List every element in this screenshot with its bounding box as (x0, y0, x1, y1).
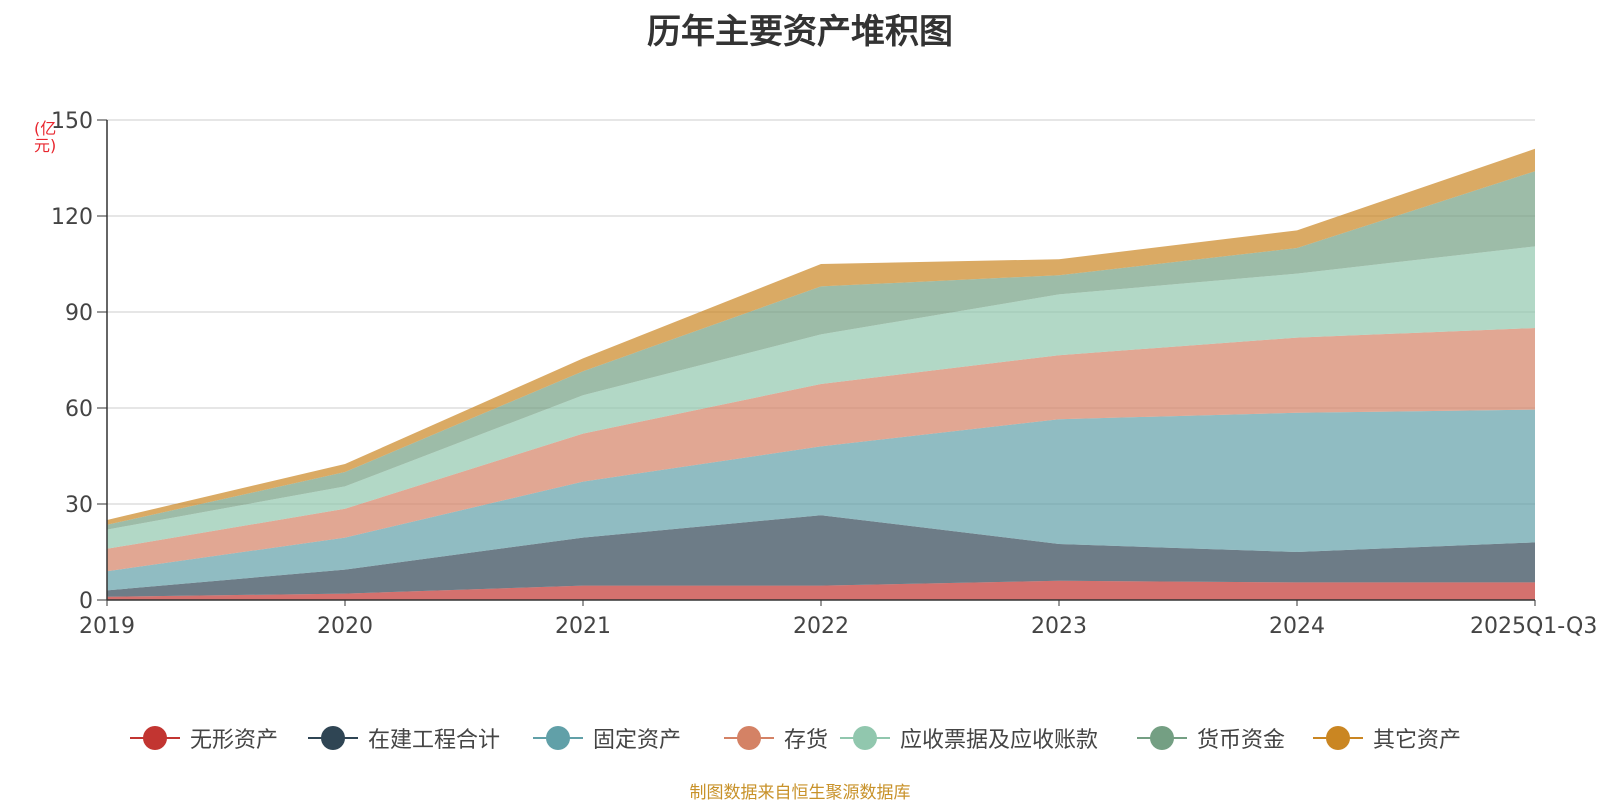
legend-item[interactable]: 在建工程合计 (308, 720, 500, 756)
legend-swatch-icon (533, 726, 583, 750)
legend-label: 无形资产 (190, 728, 279, 753)
legend-swatch-icon (1137, 726, 1187, 750)
y-tick-label: 120 (51, 205, 93, 230)
legend-label: 应收票据及应收账款 (900, 728, 1099, 753)
area-series-6 (107, 148, 1535, 525)
x-tick-label: 2025Q1-Q3 (1470, 614, 1597, 639)
y-tick-label: 0 (79, 589, 93, 614)
stacked-area-chart: 0 30 60 90 120 150 2019 2020 2021 2022 2023 2024 202… (51, 109, 1597, 639)
x-tick-label: 2024 (1269, 614, 1325, 639)
x-tick-label: 2019 (79, 614, 135, 639)
legend-swatch-icon (308, 726, 358, 750)
legend-item[interactable]: 固定资产 (533, 720, 681, 756)
y-tick-label: 90 (65, 301, 93, 326)
legend-label: 其它资产 (1373, 728, 1462, 753)
area-series-3 (107, 328, 1535, 572)
area-series-5 (107, 171, 1535, 530)
y-tick-label: 150 (51, 109, 93, 134)
legend-swatch-icon (724, 726, 774, 750)
legend-item[interactable]: 应收票据及应收账款 (840, 720, 1098, 756)
legend-swatch-icon (130, 726, 180, 750)
x-tick-label: 2022 (793, 614, 849, 639)
area-series-0 (107, 580, 1535, 600)
legend-swatch-icon (1313, 726, 1363, 750)
x-tick-label: 2023 (1031, 614, 1087, 639)
chart-title: 历年主要资产堆积图 (647, 12, 953, 52)
area-series-4 (107, 246, 1535, 549)
area-series-2 (107, 409, 1535, 591)
y-tick-label: 60 (65, 397, 93, 422)
legend-item[interactable]: 货币资金 (1137, 720, 1285, 756)
x-tick-label: 2020 (317, 614, 373, 639)
legend-item[interactable]: 无形资产 (130, 720, 278, 756)
legend-label: 固定资产 (593, 728, 682, 753)
y-tick-label: 30 (65, 493, 93, 518)
y-axis-unit-label: (亿元) (34, 119, 57, 155)
data-source-note: 制图数据来自恒生聚源数据库 (689, 783, 911, 803)
legend-item[interactable]: 存货 (724, 720, 828, 756)
legend-label: 货币资金 (1197, 728, 1286, 753)
x-tick-label: 2021 (555, 614, 611, 639)
legend-swatch-icon (840, 726, 890, 750)
legend-label: 在建工程合计 (368, 728, 501, 753)
legend-item[interactable]: 其它资产 (1313, 720, 1461, 756)
chart-legend: 无形资产 在建工程合计 固定资产 存货 应收票据及应收账款 货币资金 其它资产 (0, 720, 1600, 756)
legend-label: 存货 (784, 728, 829, 753)
area-series-1 (107, 515, 1535, 597)
